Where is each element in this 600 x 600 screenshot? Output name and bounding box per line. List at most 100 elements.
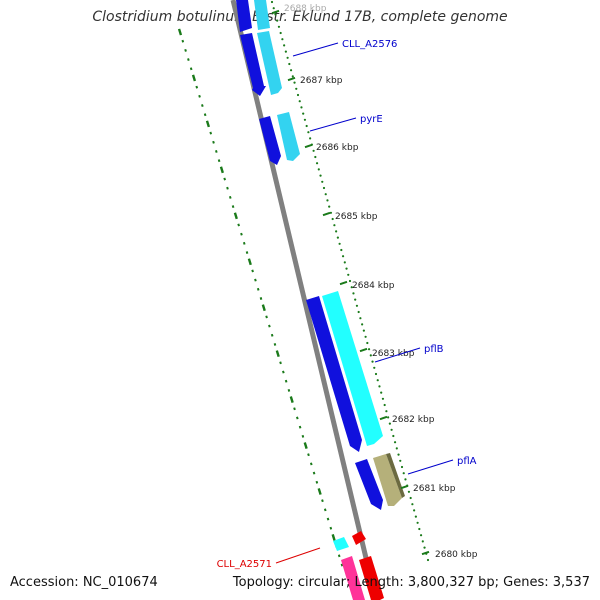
inner-ruler-dot <box>347 273 350 276</box>
inner-ruler-dot <box>281 38 284 41</box>
inner-ruler-dot <box>418 527 421 531</box>
inner-ruler-dot <box>392 434 395 438</box>
outer-ruler-tick <box>184 48 187 52</box>
inner-ruler-dot <box>319 174 322 177</box>
inner-ruler-dot <box>295 87 298 90</box>
outer-ruler-tick <box>282 370 285 374</box>
inner-ruler-dot <box>364 335 367 338</box>
outer-ruler-tick <box>228 195 232 199</box>
outer-ruler-tick <box>340 563 344 567</box>
inner-ruler-dot <box>411 503 414 506</box>
outer-ruler-tick <box>309 462 313 466</box>
inner-ruler-dot <box>284 50 287 53</box>
inner-ruler-dot <box>383 403 386 407</box>
genome-summary-text: Topology: circular; Length: 3,800,327 bp… <box>232 575 590 590</box>
outer-ruler-tick <box>289 396 294 403</box>
gene-label: pflB <box>424 344 444 355</box>
inner-ruler-dot <box>307 131 310 134</box>
inner-ruler-dot <box>331 217 334 221</box>
outer-ruler-tick <box>205 120 211 128</box>
inner-ruler-dot <box>374 372 378 376</box>
outer-ruler-tick <box>307 453 310 457</box>
tick-mark <box>359 347 368 353</box>
accession-text: Accession: NC_010674 <box>10 575 158 590</box>
outer-ruler-tick <box>331 534 336 541</box>
outer-ruler-tick <box>181 39 185 43</box>
outer-ruler-tick <box>223 177 226 181</box>
inner-ruler-dot <box>335 230 338 233</box>
feature-cll-a2573-dark <box>355 459 383 510</box>
feature-pflb-dark <box>306 296 362 452</box>
inner-ruler-dot <box>354 298 357 301</box>
inner-ruler-dot <box>279 31 282 35</box>
inner-ruler-dot <box>395 447 398 450</box>
outer-ruler-tick <box>209 131 213 135</box>
outer-ruler-tick <box>187 58 190 62</box>
inner-ruler-dot <box>317 168 320 171</box>
gene-label: CLL_A2571 <box>217 559 272 570</box>
tick-mark <box>271 9 280 15</box>
inner-ruler-dot <box>413 509 416 512</box>
outer-ruler-tick <box>298 425 302 429</box>
outer-ruler-tick <box>256 287 260 291</box>
inner-ruler-dot <box>423 546 426 549</box>
tick-label: 2686 kbp <box>316 143 359 153</box>
outer-ruler-tick <box>242 241 246 245</box>
inner-ruler-dot <box>303 118 307 121</box>
tick-mark <box>379 415 388 421</box>
outer-ruler-tick <box>231 205 235 209</box>
feature-cll-a2571-red <box>352 531 384 600</box>
inner-ruler-dot <box>357 310 360 314</box>
feature-cll-a2577-dark <box>236 0 252 32</box>
inner-ruler-dot <box>300 106 303 109</box>
tick-mark <box>287 76 296 82</box>
outer-ruler-tick <box>217 159 221 163</box>
tick-label: 2685 kbp <box>335 212 378 222</box>
inner-ruler-dot <box>277 25 281 28</box>
inner-ruler-dot <box>321 180 324 183</box>
tick-label: 2682 kbp <box>392 415 435 425</box>
inner-ruler-dot <box>348 279 352 283</box>
inner-ruler-dot <box>366 341 369 345</box>
inner-ruler-dot <box>407 490 411 493</box>
outer-ruler-tick <box>259 297 263 300</box>
inner-ruler-dot <box>371 360 374 363</box>
outer-ruler-tick <box>279 361 282 365</box>
inner-ruler-dot <box>343 261 346 264</box>
inner-ruler-dot <box>421 540 424 543</box>
outer-ruler-tick <box>268 324 271 328</box>
outer-ruler-tick <box>195 85 199 89</box>
inner-ruler-dot <box>414 515 417 518</box>
inner-ruler-dot <box>333 224 336 227</box>
inner-ruler-dot <box>272 7 275 10</box>
inner-ruler-dot <box>378 385 381 388</box>
inner-ruler-dot <box>402 472 405 475</box>
gene-label: pyrE <box>360 114 383 125</box>
inner-ruler-dot <box>286 56 289 59</box>
outer-ruler-tick <box>321 499 324 503</box>
inner-ruler-dot <box>288 62 291 66</box>
inner-ruler-dot <box>296 93 300 97</box>
tick-label: 2684 kbp <box>352 281 395 291</box>
tick-label: 2681 kbp <box>413 484 456 494</box>
tick-mark <box>304 143 313 149</box>
gene-label-leader <box>275 547 321 564</box>
inner-ruler-dot <box>293 81 296 84</box>
inner-ruler: 2688 kbp 2687 kbp 2686 kbp 2685 kbp 2684 kbp… <box>270 0 478 562</box>
inner-ruler-dot <box>352 292 355 295</box>
outer-ruler-tick <box>191 74 197 82</box>
map-title: Clostridium botulinum B str. Eklund 17B,… <box>92 9 508 25</box>
inner-ruler-dot <box>298 100 301 103</box>
outer-ruler-tick <box>326 517 330 521</box>
gene-label: pflA <box>457 456 477 467</box>
tick-mark <box>421 550 430 556</box>
outer-ruler-tick <box>265 315 268 319</box>
tick-mark <box>322 211 331 217</box>
tick-mark <box>400 484 409 490</box>
outer-ruler-tick <box>337 554 341 558</box>
inner-ruler-dot <box>388 422 391 425</box>
outer-ruler-tick <box>329 526 333 530</box>
outer-ruler-tick <box>301 434 305 438</box>
